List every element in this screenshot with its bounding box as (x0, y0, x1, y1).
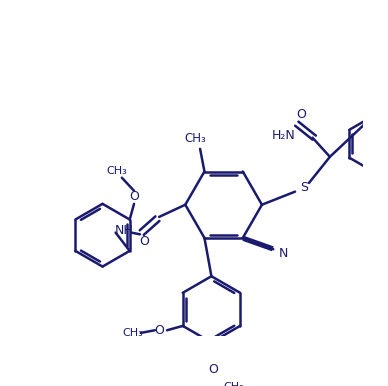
Text: H₂N: H₂N (272, 129, 296, 142)
Text: O: O (154, 324, 164, 337)
Text: N: N (279, 247, 288, 260)
Text: O: O (129, 190, 139, 203)
Text: S: S (300, 181, 308, 194)
Text: CH₃: CH₃ (185, 132, 207, 145)
Text: CH₃: CH₃ (224, 382, 244, 386)
Text: O: O (208, 363, 218, 376)
Text: O: O (139, 235, 149, 248)
Text: NH: NH (115, 224, 134, 237)
Text: O: O (296, 108, 306, 122)
Text: CH₃: CH₃ (123, 328, 144, 338)
Text: CH₃: CH₃ (106, 166, 127, 176)
